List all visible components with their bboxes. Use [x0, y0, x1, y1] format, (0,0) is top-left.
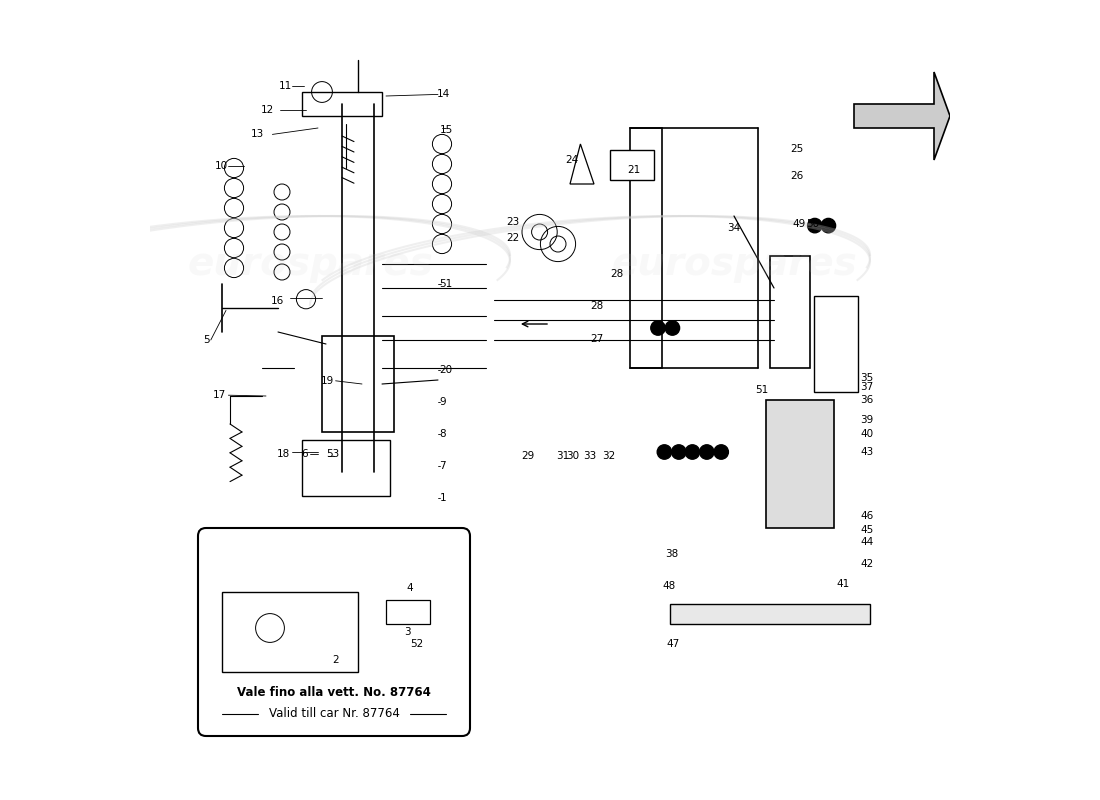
Text: 5: 5	[204, 335, 210, 345]
Text: 27: 27	[591, 334, 604, 344]
Text: 43: 43	[860, 447, 873, 457]
Circle shape	[672, 445, 686, 459]
Text: 47: 47	[666, 639, 680, 649]
Text: 2: 2	[332, 655, 339, 665]
Text: 32: 32	[602, 451, 615, 461]
Text: 14: 14	[437, 90, 450, 99]
Text: 19: 19	[321, 376, 334, 386]
Circle shape	[651, 321, 666, 335]
Polygon shape	[854, 72, 950, 160]
Circle shape	[822, 218, 836, 233]
FancyBboxPatch shape	[198, 528, 470, 736]
Text: 44: 44	[860, 538, 873, 547]
Text: 40: 40	[860, 429, 873, 438]
Text: 20: 20	[440, 365, 453, 374]
Text: 41: 41	[836, 579, 849, 589]
Circle shape	[807, 218, 822, 233]
FancyBboxPatch shape	[302, 92, 382, 116]
Text: 15: 15	[440, 125, 453, 134]
Text: 11: 11	[279, 82, 293, 91]
Text: 21: 21	[628, 165, 641, 174]
Circle shape	[666, 321, 680, 335]
Text: 6: 6	[301, 450, 308, 459]
Text: 38: 38	[664, 549, 678, 558]
Text: 33: 33	[584, 451, 597, 461]
Text: 29: 29	[520, 451, 534, 461]
Text: Valid till car Nr. 87764: Valid till car Nr. 87764	[268, 707, 399, 720]
Text: 35: 35	[860, 373, 873, 382]
Text: 13: 13	[251, 130, 264, 139]
FancyBboxPatch shape	[386, 600, 430, 624]
Text: 22: 22	[506, 234, 519, 243]
Text: 28: 28	[591, 301, 604, 310]
FancyBboxPatch shape	[610, 150, 654, 180]
Text: eurospares: eurospares	[187, 245, 433, 283]
Text: 28: 28	[610, 269, 624, 278]
Text: 16: 16	[271, 296, 285, 306]
FancyBboxPatch shape	[766, 400, 834, 528]
Text: eurospares: eurospares	[612, 245, 857, 283]
Text: 9: 9	[440, 397, 447, 406]
Text: 36: 36	[860, 395, 873, 405]
Text: 50: 50	[806, 219, 820, 229]
FancyBboxPatch shape	[630, 128, 662, 368]
Text: 52: 52	[410, 639, 424, 649]
Text: 46: 46	[860, 511, 873, 521]
Circle shape	[685, 445, 700, 459]
Text: 7: 7	[440, 461, 447, 470]
Text: 12: 12	[261, 105, 274, 114]
Text: 48: 48	[662, 581, 675, 590]
Text: 8: 8	[440, 429, 447, 438]
Text: 17: 17	[212, 390, 226, 400]
Text: 34: 34	[727, 223, 740, 233]
Text: 45: 45	[860, 525, 873, 534]
Text: 24: 24	[564, 155, 578, 165]
FancyBboxPatch shape	[222, 592, 358, 672]
Text: 30: 30	[566, 451, 579, 461]
Circle shape	[714, 445, 728, 459]
Text: 4: 4	[407, 583, 414, 593]
Circle shape	[700, 445, 714, 459]
Text: 42: 42	[860, 559, 873, 569]
FancyBboxPatch shape	[670, 604, 870, 624]
Text: 25: 25	[790, 144, 803, 154]
Text: 10: 10	[214, 162, 228, 171]
Text: 37: 37	[860, 382, 873, 392]
Text: 53: 53	[326, 450, 339, 459]
FancyBboxPatch shape	[302, 440, 390, 496]
Text: Vale fino alla vett. No. 87764: Vale fino alla vett. No. 87764	[238, 686, 431, 698]
Text: 31: 31	[557, 451, 570, 461]
Circle shape	[657, 445, 672, 459]
Text: 23: 23	[506, 218, 519, 227]
Text: 49: 49	[792, 219, 805, 229]
Text: 18: 18	[277, 450, 290, 459]
Text: 3: 3	[405, 627, 411, 637]
FancyBboxPatch shape	[770, 256, 810, 368]
Text: 39: 39	[860, 415, 873, 425]
Text: 26: 26	[790, 171, 803, 181]
FancyBboxPatch shape	[322, 336, 394, 432]
Text: 51: 51	[755, 386, 768, 395]
Text: 1: 1	[440, 493, 447, 502]
FancyBboxPatch shape	[814, 296, 858, 392]
Text: 51: 51	[440, 279, 453, 289]
